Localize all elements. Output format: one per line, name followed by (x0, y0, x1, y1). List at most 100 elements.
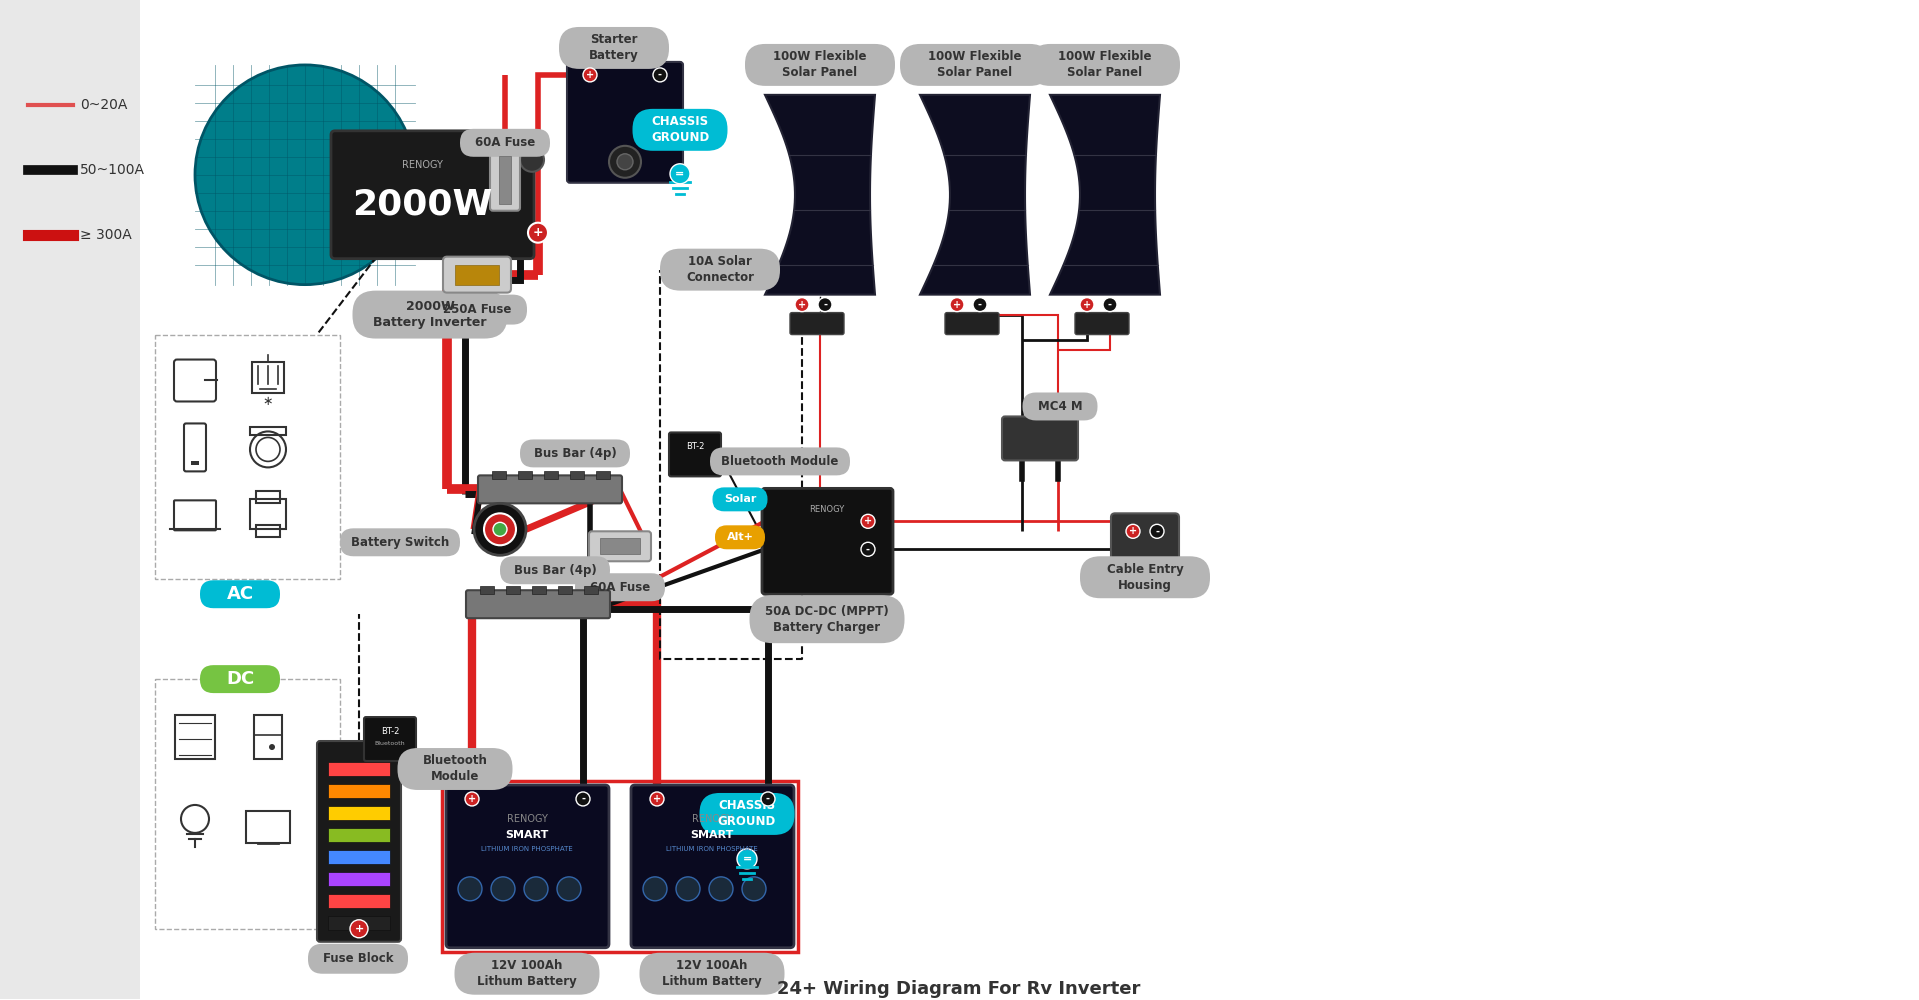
Text: Battery Switch: Battery Switch (351, 536, 449, 549)
Bar (558, 586, 572, 594)
FancyBboxPatch shape (900, 44, 1050, 86)
Text: BT-2: BT-2 (380, 727, 399, 736)
Text: ≥ 300A: ≥ 300A (81, 228, 132, 242)
FancyBboxPatch shape (489, 149, 520, 211)
Circle shape (608, 146, 641, 178)
Text: AC: AC (226, 585, 253, 603)
Circle shape (737, 849, 756, 869)
Text: BT-2: BT-2 (685, 442, 704, 451)
Text: +: + (468, 794, 476, 804)
Text: Solar: Solar (723, 494, 756, 504)
Bar (597, 471, 610, 479)
FancyBboxPatch shape (397, 748, 512, 790)
Circle shape (817, 298, 833, 312)
FancyBboxPatch shape (501, 556, 610, 584)
Text: 50A DC-DC (MPPT)
Battery Charger: 50A DC-DC (MPPT) Battery Charger (766, 605, 888, 634)
Text: -: - (658, 70, 662, 80)
Circle shape (520, 148, 543, 172)
Circle shape (950, 298, 963, 312)
Bar (328, 872, 390, 886)
Bar (155, 335, 340, 579)
Circle shape (743, 877, 766, 901)
Text: Cable Entry
Housing: Cable Entry Housing (1107, 563, 1184, 592)
Text: 24+ Wiring Diagram For Rv Inverter: 24+ Wiring Diagram For Rv Inverter (777, 980, 1140, 998)
FancyBboxPatch shape (576, 573, 666, 601)
FancyBboxPatch shape (1080, 556, 1211, 598)
FancyBboxPatch shape (443, 257, 510, 293)
FancyBboxPatch shape (589, 531, 651, 561)
Text: 50~100A: 50~100A (81, 163, 146, 177)
Text: 60A Fuse: 60A Fuse (589, 581, 651, 594)
Bar (455, 265, 499, 285)
Text: =: = (743, 854, 752, 864)
Circle shape (652, 68, 668, 82)
Polygon shape (919, 95, 1031, 295)
FancyBboxPatch shape (566, 62, 683, 183)
Circle shape (464, 792, 480, 806)
Text: CHASSIS
GROUND: CHASSIS GROUND (718, 799, 775, 828)
Text: LITHIUM IRON PHOSPHATE: LITHIUM IRON PHOSPHATE (666, 846, 758, 852)
Bar (192, 461, 200, 465)
Text: +: + (798, 300, 806, 310)
Circle shape (576, 792, 589, 806)
FancyBboxPatch shape (944, 313, 1000, 335)
Text: +: + (1128, 526, 1138, 536)
FancyBboxPatch shape (461, 129, 551, 157)
Circle shape (1149, 524, 1165, 538)
FancyBboxPatch shape (428, 295, 528, 325)
Text: +: + (864, 516, 871, 526)
Bar (583, 586, 599, 594)
Circle shape (1126, 524, 1140, 538)
Bar (249, 427, 286, 435)
Bar (328, 784, 390, 798)
Bar (491, 471, 507, 479)
Text: Fuse Block: Fuse Block (322, 952, 393, 965)
FancyBboxPatch shape (455, 953, 599, 995)
Circle shape (651, 792, 664, 806)
FancyBboxPatch shape (639, 953, 785, 995)
Circle shape (618, 154, 633, 170)
Text: -: - (865, 544, 869, 554)
Bar (328, 916, 390, 930)
Circle shape (459, 877, 482, 901)
FancyBboxPatch shape (670, 432, 722, 476)
Text: 60A Fuse: 60A Fuse (474, 136, 535, 149)
Circle shape (349, 920, 368, 938)
Text: 2000W: 2000W (353, 187, 493, 221)
Text: +: + (355, 924, 363, 934)
Bar (255, 491, 280, 503)
Text: -: - (581, 794, 585, 804)
Bar (328, 806, 390, 820)
FancyBboxPatch shape (340, 528, 461, 556)
Bar (518, 471, 532, 479)
Text: +: + (585, 70, 595, 80)
Text: Bus Bar (4p): Bus Bar (4p) (514, 564, 597, 577)
Text: Bus Bar (4p): Bus Bar (4p) (533, 447, 616, 460)
Bar (480, 586, 493, 594)
Circle shape (1080, 298, 1094, 312)
FancyBboxPatch shape (353, 291, 507, 339)
Circle shape (583, 68, 597, 82)
FancyBboxPatch shape (558, 27, 670, 69)
Circle shape (524, 877, 549, 901)
FancyBboxPatch shape (1031, 44, 1180, 86)
Text: RENOGY: RENOGY (507, 814, 547, 824)
Text: ∗: ∗ (263, 395, 272, 408)
Circle shape (675, 877, 700, 901)
Text: SMART: SMART (505, 830, 549, 840)
Bar (328, 762, 390, 776)
FancyBboxPatch shape (466, 590, 610, 618)
FancyBboxPatch shape (1111, 513, 1178, 565)
Bar (251, 362, 284, 393)
Text: 100W Flexible
Solar Panel: 100W Flexible Solar Panel (1057, 50, 1151, 79)
Text: -: - (979, 300, 983, 310)
Text: 12V 100Ah
Lithum Battery: 12V 100Ah Lithum Battery (662, 959, 762, 988)
Circle shape (862, 542, 875, 556)
Text: 100W Flexible
Solar Panel: 100W Flexible Solar Panel (773, 50, 867, 79)
FancyBboxPatch shape (631, 785, 794, 948)
Circle shape (670, 164, 691, 184)
Text: 12V 100Ah
Lithum Battery: 12V 100Ah Lithum Battery (478, 959, 578, 988)
Bar (0, 0, 140, 999)
Text: CHASSIS
GROUND: CHASSIS GROUND (651, 115, 710, 144)
Text: Starter
Battery: Starter Battery (589, 33, 639, 62)
